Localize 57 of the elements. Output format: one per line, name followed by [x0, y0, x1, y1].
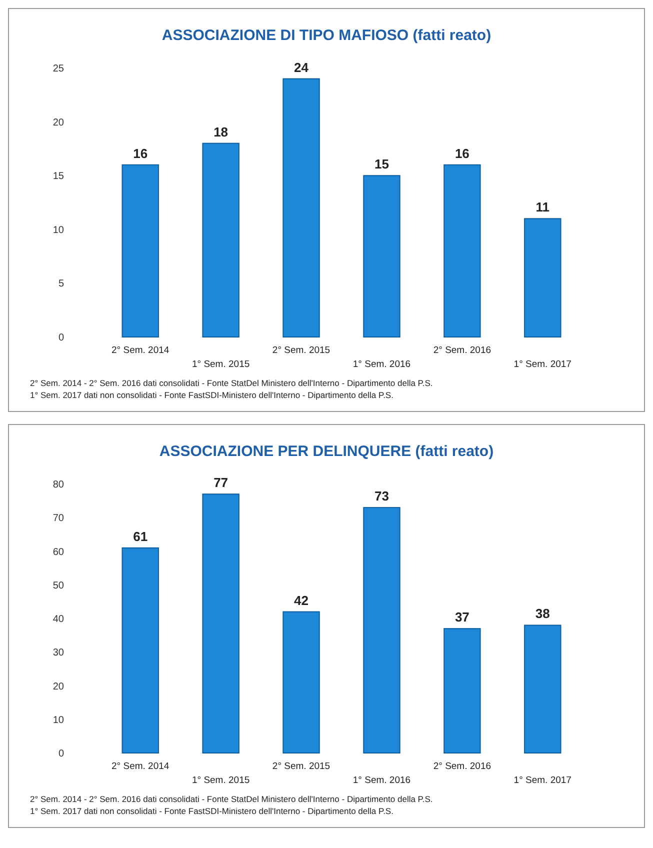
x-tick-label: 1° Sem. 2016 — [352, 359, 411, 370]
y-tick-label: 25 — [52, 64, 64, 74]
x-tick-label: 1° Sem. 2017 — [514, 359, 572, 370]
bar — [282, 611, 320, 754]
data-label: 16 — [454, 146, 470, 161]
y-tick-label: 15 — [52, 171, 64, 182]
x-tick-label: 1° Sem. 2015 — [192, 775, 250, 786]
text: 2° Sem. 2014 - 2° Sem. 2016 dati consolidati - Fonte StatDel Ministero dell'Interno - Dipartimento della P.S. — [30, 378, 433, 388]
x-tick-label: 2° Sem. 2015 — [272, 345, 330, 356]
y-tick-label: 20 — [52, 117, 64, 128]
text: 1° Sem. 2017 dati non consolidati - Fonte FastSDI-Ministero dell'Interno - Dipartimento della P.S. — [30, 390, 394, 400]
y-tick-label: 10 — [52, 714, 64, 726]
y-tick-label: 0 — [58, 748, 64, 760]
y-tick-label: 20 — [52, 681, 64, 692]
bar — [524, 624, 562, 754]
y-tick-label: 10 — [52, 224, 64, 236]
x-tick-label: 1° Sem. 2015 — [192, 359, 250, 370]
y-tick-label: 50 — [52, 580, 64, 592]
chart-title: ASSOCIAZIONE PER DELINQUERE (fatti reato) — [159, 443, 494, 460]
y-tick-label: 80 — [52, 480, 64, 490]
x-tick-label: 2° Sem. 2016 — [433, 761, 492, 772]
bar — [444, 628, 481, 754]
bar — [122, 164, 159, 338]
x-tick-label: 1° Sem. 2017 — [514, 775, 572, 786]
data-label: 15 — [374, 156, 389, 172]
y-tick-label: 0 — [58, 332, 64, 344]
bar — [363, 175, 400, 338]
bar — [122, 547, 159, 754]
data-label: 11 — [536, 200, 550, 215]
text: 1° Sem. 2017 dati non consolidati - Fonte FastSDI-Ministero dell'Interno - Dipartimento della P.S. — [30, 806, 394, 816]
data-label: 73 — [374, 488, 389, 504]
bar — [524, 218, 562, 338]
x-tick-label: 2° Sem. 2016 — [433, 345, 492, 356]
bar — [202, 142, 240, 338]
y-tick-label: 70 — [52, 513, 64, 524]
data-label: 18 — [214, 124, 228, 140]
y-tick-label: 60 — [52, 546, 64, 558]
bar — [363, 507, 400, 754]
x-tick-label: 2° Sem. 2014 — [112, 761, 170, 772]
text: 2° Sem. 2014 - 2° Sem. 2016 dati consolidati - Fonte StatDel Ministero dell'Interno - Dipartimento della P.S. — [30, 794, 433, 804]
data-label: 61 — [133, 528, 148, 544]
bar — [282, 78, 320, 338]
data-label: 37 — [454, 610, 470, 625]
bar — [202, 494, 240, 754]
y-tick-label: 40 — [52, 614, 64, 625]
bar — [444, 164, 481, 338]
data-label: 24 — [294, 60, 310, 75]
data-label: 16 — [133, 146, 148, 161]
x-tick-label: 2° Sem. 2015 — [272, 761, 330, 772]
chart-title: ASSOCIAZIONE DI TIPO MAFIOSO (fatti reato) — [162, 27, 492, 44]
data-label: 42 — [294, 592, 309, 608]
x-tick-label: 1° Sem. 2016 — [352, 775, 411, 786]
y-tick-label: 5 — [58, 278, 64, 290]
data-label: 77 — [214, 475, 228, 490]
data-label: 38 — [535, 606, 550, 622]
x-tick-label: 2° Sem. 2014 — [112, 345, 170, 356]
y-tick-label: 30 — [52, 648, 64, 659]
